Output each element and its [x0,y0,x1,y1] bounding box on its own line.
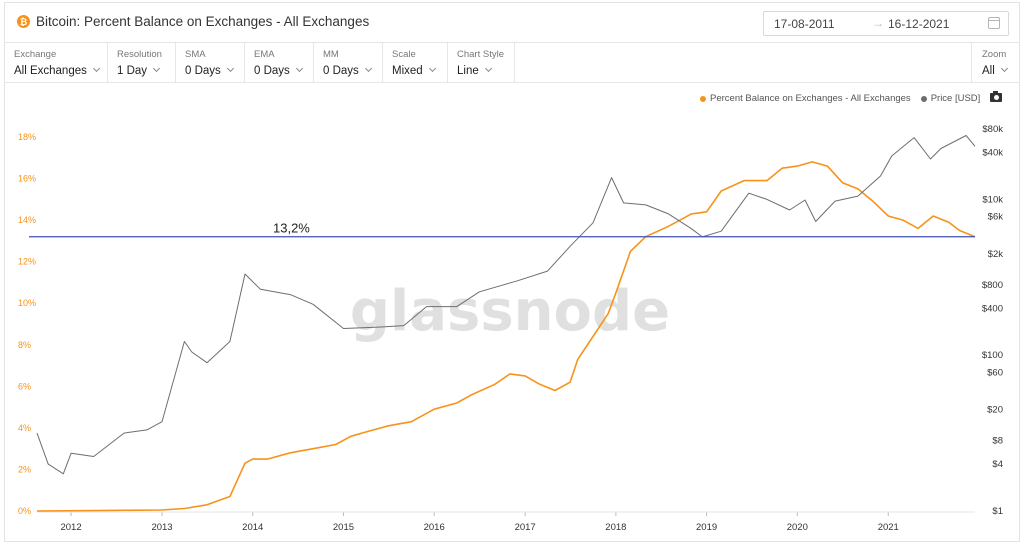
y-right-tick: $800 [982,280,1003,291]
y-left-tick: 10% [18,298,36,308]
series-group [36,135,976,512]
zoom-value: All [982,65,995,77]
chart-title: Bitcoin: Percent Balance on Exchanges - … [36,14,370,29]
y-left-tick: 18% [18,132,36,142]
y-left-tick: 14% [18,215,36,225]
sma-select[interactable]: SMA 0 Days [176,43,245,82]
y-right-tick: $100 [982,350,1003,361]
date-range-picker[interactable]: 17-08-2011 → 16-12-2021 [763,11,1009,36]
y-right-tick: $2k [988,249,1004,260]
x-tick-label: 2019 [696,522,717,533]
y-left-tick: 0% [18,506,31,516]
exchange-select[interactable]: Exchange All Exchanges [5,43,108,82]
chart-controls: Exchange All Exchanges Resolution 1 Day … [5,43,1019,83]
y-axis-left: 0% 2% 4% 6% 8% 10% 12% 14% 16% 18% [18,132,36,516]
card-header: ₿ Bitcoin: Percent Balance on Exchanges … [5,3,1019,43]
camera-icon[interactable] [990,91,1002,102]
x-tick-label: 2015 [333,522,354,533]
balance-series-line[interactable] [36,161,976,512]
legend-item-price[interactable]: Price [USD] [920,93,981,104]
date-to[interactable]: 16-12-2021 [888,17,950,31]
y-left-tick: 16% [18,174,36,184]
sma-value: 0 Days [185,65,221,77]
y-right-tick: $1 [992,506,1003,517]
ema-label: EMA [254,49,275,60]
chart-style-select[interactable]: Chart Style Line [448,43,515,82]
y-left-tick: 8% [18,340,31,350]
y-right-tick: $20 [987,405,1003,416]
scale-label: Scale [392,49,416,60]
y-left-tick: 4% [18,423,31,433]
zoom-label: Zoom [982,49,1007,60]
legend-price-label: Price [USD] [930,93,981,104]
scale-value: Mixed [392,65,423,77]
resolution-label: Resolution [117,49,162,60]
ema-value: 0 Days [254,65,290,77]
mm-select[interactable]: MM 0 Days [314,43,383,82]
y-left-tick: 6% [18,381,31,391]
y-right-tick: $60 [987,367,1003,378]
calendar-icon[interactable] [988,17,1000,29]
legend-dot-balance [700,95,706,102]
legend-item-balance[interactable]: Percent Balance on Exchanges - All Excha… [700,93,911,104]
chart-style-value: Line [457,65,479,77]
y-right-tick: $6k [988,212,1004,223]
y-left-tick: 2% [18,464,31,474]
legend-balance-label: Percent Balance on Exchanges - All Excha… [710,93,911,104]
y-left-tick: 12% [18,257,36,267]
x-tick-label: 2013 [151,522,172,533]
chart-legend: Percent Balance on Exchanges - All Excha… [700,93,990,104]
scale-select[interactable]: Scale Mixed [383,43,448,82]
legend-dot-price [920,95,927,102]
exchange-value: All Exchanges [14,65,87,77]
sma-label: SMA [185,49,206,60]
x-axis: 2012 2013 2014 2015 2016 2017 2018 2019 2020 2021 [37,511,975,533]
reference-annotation: 13,2% [273,221,310,236]
y-axis-right: $80k $40k $10k $6k $2k $800 $400 $100 $60 $20 $8 $4… [982,124,1003,517]
x-tick-label: 2016 [424,522,445,533]
chart-style-label: Chart Style [457,49,504,60]
x-tick-label: 2021 [878,522,899,533]
resolution-value: 1 Day [117,65,148,77]
zoom-select[interactable]: Zoom All [971,43,1019,82]
y-right-tick: $400 [982,303,1003,314]
chart-card: ₿ Bitcoin: Percent Balance on Exchanges … [4,2,1020,542]
watermark: glassnode [350,279,670,344]
title-wrap: ₿ Bitcoin: Percent Balance on Exchanges … [17,14,369,29]
ema-select[interactable]: EMA 0 Days [245,43,314,82]
date-from[interactable]: 17-08-2011 [774,17,835,31]
arrow-right-icon: → [872,16,884,30]
x-tick-label: 2014 [242,522,263,533]
y-right-tick: $4 [992,459,1003,470]
y-right-tick: $40k [982,147,1003,158]
y-right-tick: $80k [982,124,1003,135]
exchange-label: Exchange [14,49,57,60]
x-tick-label: 2012 [60,522,81,533]
x-tick-label: 2017 [515,522,536,533]
mm-value: 0 Days [323,65,359,77]
x-tick-label: 2018 [605,522,626,533]
y-right-tick: $8 [992,436,1003,447]
price-series-line[interactable] [36,135,976,475]
bitcoin-icon: ₿ [17,15,30,28]
y-right-tick: $10k [982,194,1003,205]
x-tick-label: 2020 [787,522,808,533]
resolution-select[interactable]: Resolution 1 Day [108,43,176,82]
mm-label: MM [323,49,339,60]
